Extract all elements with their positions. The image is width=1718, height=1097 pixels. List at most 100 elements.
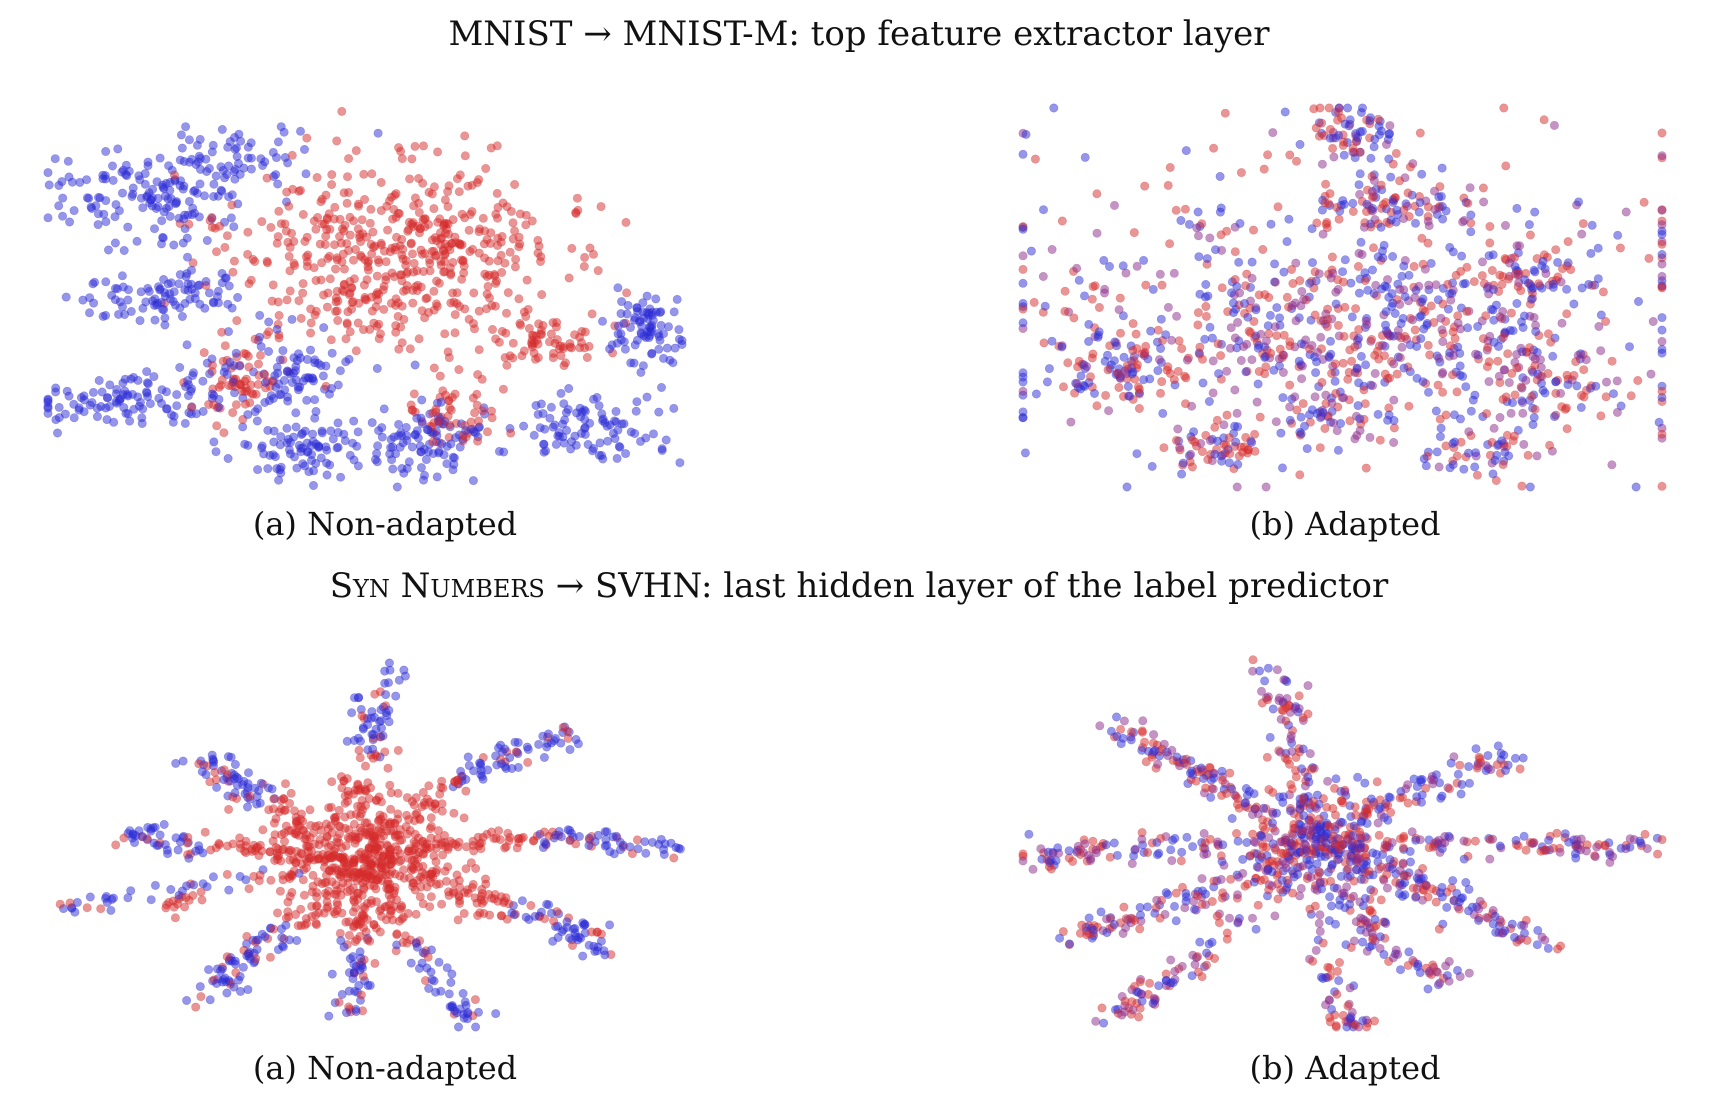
data-point bbox=[120, 374, 130, 384]
data-point bbox=[1194, 231, 1204, 241]
data-point bbox=[201, 154, 211, 164]
data-point bbox=[418, 788, 428, 798]
data-point bbox=[514, 232, 524, 242]
data-point bbox=[1246, 328, 1256, 338]
data-point bbox=[414, 228, 424, 238]
data-point bbox=[291, 366, 301, 376]
data-point bbox=[67, 177, 77, 187]
data-point bbox=[211, 171, 221, 181]
data-point bbox=[1485, 222, 1495, 232]
data-point bbox=[1505, 325, 1515, 335]
data-point bbox=[372, 363, 382, 373]
data-point bbox=[1348, 207, 1358, 217]
data-point bbox=[332, 136, 342, 146]
data-point bbox=[92, 412, 102, 422]
data-point bbox=[479, 896, 489, 906]
data-point bbox=[417, 395, 427, 405]
data-point bbox=[1487, 266, 1497, 276]
data-point bbox=[1466, 210, 1476, 220]
data-point bbox=[355, 965, 365, 975]
data-point bbox=[372, 321, 382, 331]
data-point bbox=[274, 390, 284, 400]
data-point bbox=[1249, 225, 1259, 235]
data-point bbox=[177, 143, 187, 153]
data-point bbox=[1488, 250, 1498, 260]
data-point bbox=[276, 219, 286, 229]
data-point bbox=[150, 315, 160, 325]
data-point bbox=[1225, 449, 1235, 459]
data-point bbox=[375, 906, 385, 916]
data-point bbox=[1304, 410, 1314, 420]
data-point bbox=[299, 890, 309, 900]
data-point bbox=[1563, 237, 1573, 247]
data-point bbox=[1195, 937, 1205, 947]
data-point bbox=[326, 335, 336, 345]
data-point bbox=[397, 430, 407, 440]
data-point bbox=[1086, 372, 1096, 382]
data-point bbox=[370, 845, 380, 855]
data-point bbox=[1444, 976, 1454, 986]
data-point bbox=[1520, 275, 1530, 285]
data-point bbox=[1648, 317, 1658, 327]
data-point bbox=[1484, 357, 1494, 367]
data-point bbox=[669, 853, 679, 863]
data-point bbox=[372, 752, 382, 762]
data-point bbox=[1338, 267, 1348, 277]
data-point bbox=[285, 286, 295, 296]
data-point bbox=[186, 279, 196, 289]
data-point bbox=[334, 997, 344, 1007]
data-point bbox=[174, 279, 184, 289]
data-point bbox=[1330, 919, 1340, 929]
data-point bbox=[1557, 264, 1567, 274]
data-point bbox=[505, 753, 515, 763]
data-point bbox=[1448, 876, 1458, 886]
data-point bbox=[559, 438, 569, 448]
data-point bbox=[1311, 368, 1321, 378]
data-point bbox=[1356, 237, 1366, 247]
data-point bbox=[613, 283, 623, 293]
data-point bbox=[269, 924, 279, 934]
data-point bbox=[284, 826, 294, 836]
data-point bbox=[325, 224, 335, 234]
data-point bbox=[61, 292, 71, 302]
data-point bbox=[215, 221, 225, 231]
data-point bbox=[1438, 299, 1448, 309]
data-point bbox=[1318, 408, 1328, 418]
data-point bbox=[1158, 408, 1168, 418]
data-point bbox=[1415, 312, 1425, 322]
data-point bbox=[491, 751, 501, 761]
data-point bbox=[451, 840, 461, 850]
data-point bbox=[256, 342, 266, 352]
data-point bbox=[189, 880, 199, 890]
data-point bbox=[1534, 279, 1544, 289]
data-point bbox=[345, 212, 355, 222]
data-point bbox=[1562, 284, 1572, 294]
data-point bbox=[321, 819, 331, 829]
data-point bbox=[349, 416, 359, 426]
data-point bbox=[336, 936, 346, 946]
data-point bbox=[1409, 262, 1419, 272]
data-point bbox=[1434, 462, 1444, 472]
data-point bbox=[1114, 305, 1124, 315]
data-point bbox=[1581, 355, 1591, 365]
data-point bbox=[1447, 370, 1457, 380]
data-point bbox=[51, 415, 61, 425]
data-point bbox=[1116, 724, 1126, 734]
data-point bbox=[1287, 265, 1297, 275]
data-point bbox=[438, 783, 448, 793]
data-point bbox=[1434, 353, 1444, 363]
data-point bbox=[374, 792, 384, 802]
data-point bbox=[108, 161, 118, 171]
data-point bbox=[372, 271, 382, 281]
data-point bbox=[359, 902, 369, 912]
data-point bbox=[441, 876, 451, 886]
data-point bbox=[1391, 148, 1401, 158]
data-point bbox=[1541, 269, 1551, 279]
data-point bbox=[1233, 422, 1243, 432]
data-point bbox=[433, 416, 443, 426]
data-point bbox=[1530, 207, 1540, 217]
data-point bbox=[236, 136, 246, 146]
data-point bbox=[273, 137, 283, 147]
data-point bbox=[1333, 115, 1343, 125]
data-point bbox=[1121, 923, 1131, 933]
